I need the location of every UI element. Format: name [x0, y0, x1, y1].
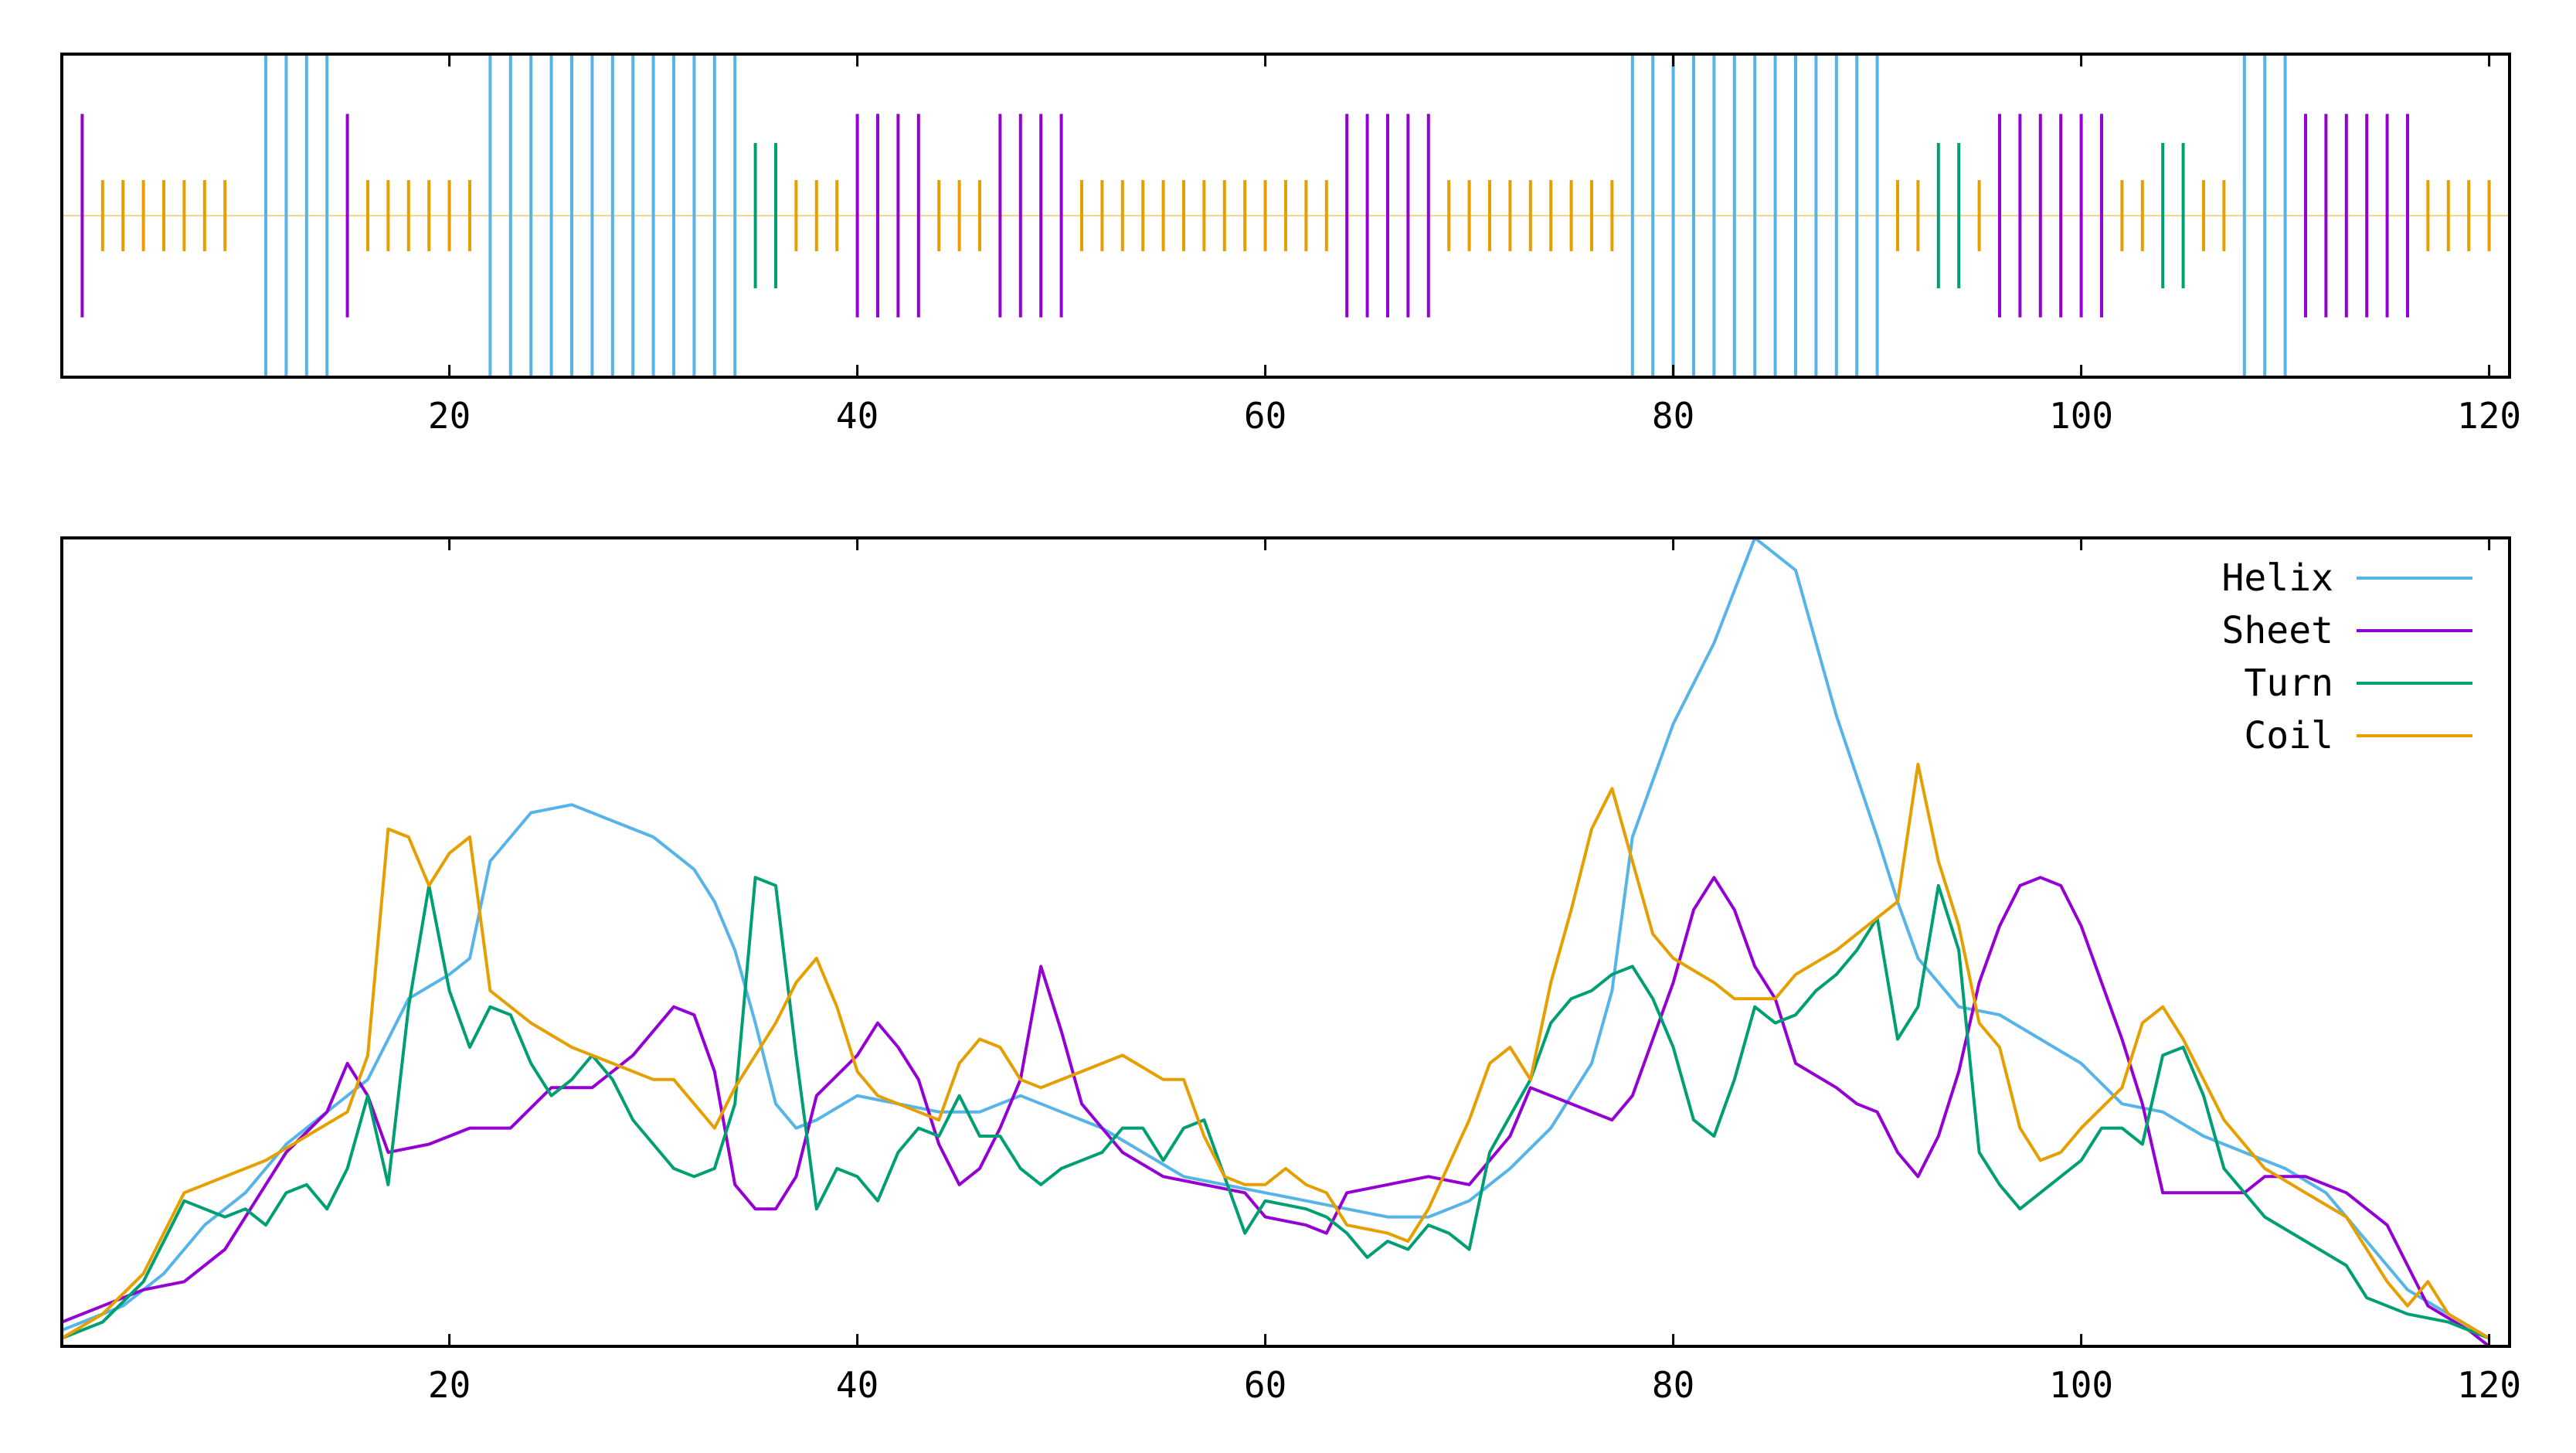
- track-tick-label-120: 120: [2457, 395, 2521, 437]
- track-tick-label-100: 100: [2049, 395, 2113, 437]
- track-tick-label-80: 80: [1652, 395, 1694, 437]
- legend-label-helix: Helix: [2222, 556, 2334, 600]
- line-tick-label-100: 100: [2049, 1364, 2113, 1406]
- legend-label-turn: Turn: [2244, 662, 2333, 705]
- line-tick-label-60: 60: [1244, 1364, 1286, 1406]
- line-tick-label-120: 120: [2457, 1364, 2521, 1406]
- track-tick-label-60: 60: [1244, 395, 1286, 437]
- track-tick-label-40: 40: [836, 395, 878, 437]
- line-tick-label-20: 20: [428, 1364, 471, 1406]
- legend-label-coil: Coil: [2244, 714, 2333, 757]
- track-tick-label-20: 20: [428, 395, 471, 437]
- line-tick-label-40: 40: [836, 1364, 878, 1406]
- line-tick-label-80: 80: [1652, 1364, 1694, 1406]
- legend-label-sheet: Sheet: [2222, 609, 2334, 652]
